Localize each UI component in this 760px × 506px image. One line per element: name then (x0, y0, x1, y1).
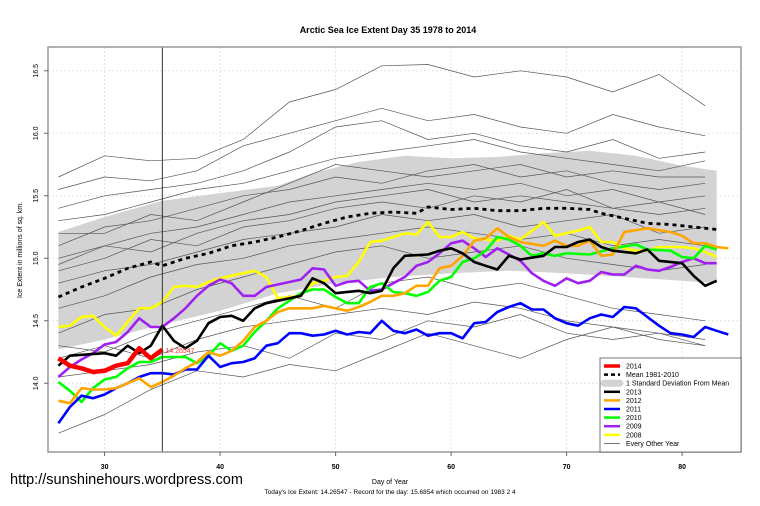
x-tick-label: 30 (101, 464, 109, 471)
y-tick-label: 14.5 (33, 314, 40, 328)
series-line-2010 (57, 235, 718, 404)
std-dev-band-area (58, 150, 717, 350)
other-year-line (58, 314, 706, 378)
legend-label: Every Other Year (626, 441, 680, 448)
series-line-2013 (57, 238, 718, 367)
series-line-2008 (58, 220, 718, 338)
y-tick-label: 16.5 (33, 64, 40, 78)
other-year-line (58, 189, 706, 265)
year-series (57, 220, 729, 424)
legend-label: 2011 (626, 407, 641, 414)
other-year-line (58, 120, 706, 209)
other-year-line (58, 301, 706, 359)
y-axis: 14.0 14.5 15.0 15.5 16.0 16.5 (33, 64, 48, 390)
y-tick-label: 14.0 (33, 376, 40, 390)
x-tick-label: 70 (563, 464, 571, 471)
legend-label: 2012 (626, 398, 642, 405)
other-year-line (58, 214, 706, 284)
legend-label: 1 Standard Deviation From Mean (626, 381, 729, 388)
every-other-year-lines (58, 64, 706, 434)
other-year-line (58, 182, 706, 259)
other-year-line (58, 139, 706, 222)
legend-label: 2010 (626, 415, 642, 422)
other-year-line (58, 226, 706, 309)
x-tick-label: 60 (447, 464, 455, 471)
series-line-2014 (57, 346, 164, 375)
x-axis: 30 40 50 60 70 80 (101, 452, 686, 471)
y-tick-label: 15.0 (33, 251, 40, 265)
other-year-line (58, 245, 706, 334)
legend-label: 2013 (626, 389, 642, 396)
footer-record-text: Today's Ice Extent: 14.26547 - Record fo… (264, 489, 516, 496)
x-axis-label: Day of Year (372, 479, 409, 486)
other-year-line (58, 164, 706, 234)
other-year-line (58, 326, 706, 434)
legend-label: Mean 1981-2010 (626, 372, 679, 379)
series-line-2011 (57, 301, 729, 424)
legend-box (599, 357, 742, 453)
std-dev-band (58, 150, 717, 350)
x-tick-label: 80 (678, 464, 686, 471)
legend-label: 2008 (626, 432, 642, 439)
legend-label: 2009 (626, 424, 642, 431)
watermark-url: http://sunshinehours.wordpress.com (10, 472, 243, 488)
x-tick-label: 40 (216, 464, 224, 471)
chart-title: Arctic Sea Ice Extent Day 35 1978 to 201… (300, 25, 477, 35)
x-tick-label: 50 (332, 464, 340, 471)
series-line-2012 (58, 227, 729, 405)
y-tick-label: 15.5 (33, 189, 40, 203)
other-year-line (58, 189, 706, 272)
other-year-line (58, 64, 706, 178)
y-tick-label: 16.0 (33, 126, 40, 140)
plot-frame (47, 46, 742, 453)
y-axis-label: Ice Extent in millions of sq. km. (17, 202, 24, 298)
current-value-label: 14.26547 (165, 348, 194, 355)
other-year-line (58, 107, 706, 190)
legend-label: 2014 (626, 364, 642, 371)
